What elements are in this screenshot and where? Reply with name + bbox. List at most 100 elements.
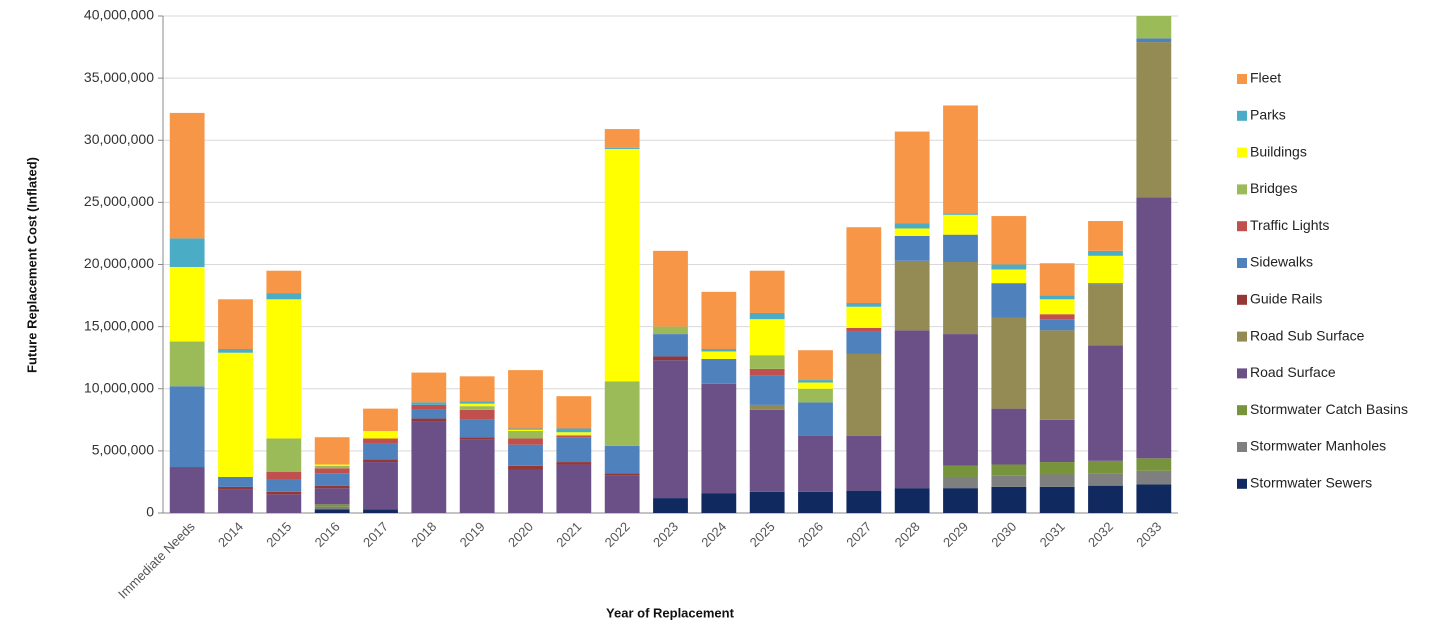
x-tick-label: 2016 bbox=[312, 519, 343, 550]
bar-segment bbox=[411, 404, 447, 410]
bar-segment bbox=[1088, 473, 1123, 486]
bar-segment bbox=[604, 475, 640, 513]
bar-segment bbox=[459, 406, 495, 410]
bar-segment bbox=[991, 269, 1027, 284]
x-tick-label: 2017 bbox=[360, 519, 391, 550]
bar-segment bbox=[894, 260, 930, 331]
x-tick-label: 2022 bbox=[602, 519, 633, 550]
bar-segment bbox=[749, 404, 785, 410]
bar-segment bbox=[314, 468, 350, 474]
bar-segment bbox=[653, 356, 688, 361]
bar-segment bbox=[749, 368, 785, 376]
bar-segment bbox=[604, 129, 640, 148]
bar-segment bbox=[701, 348, 737, 352]
bar-segment bbox=[363, 459, 398, 463]
x-tick-label: 2025 bbox=[747, 519, 778, 550]
bar-segment bbox=[1039, 462, 1075, 475]
bar-segment bbox=[943, 262, 978, 335]
y-tick-label: 0 bbox=[146, 504, 154, 520]
bar-segment bbox=[846, 331, 882, 354]
bar-segment bbox=[508, 370, 543, 429]
bar-segment bbox=[363, 443, 398, 460]
bar-segment bbox=[1088, 284, 1123, 346]
bar-segment bbox=[218, 348, 253, 353]
bar-segment bbox=[701, 351, 737, 359]
x-tick-label: 2018 bbox=[408, 519, 439, 550]
bar-segment bbox=[459, 401, 495, 404]
bar-segment bbox=[508, 469, 543, 513]
x-tick-label: 2027 bbox=[843, 519, 874, 550]
bar-segment bbox=[218, 489, 253, 513]
legend-label: Traffic Lights bbox=[1250, 217, 1329, 233]
bar-segment bbox=[314, 504, 350, 507]
legend-label: Stormwater Sewers bbox=[1250, 475, 1372, 491]
x-tick-label: 2015 bbox=[263, 519, 294, 550]
bar-segment bbox=[1088, 460, 1123, 474]
legend-swatch bbox=[1237, 258, 1247, 268]
bar-segment bbox=[798, 380, 833, 383]
bar-segment bbox=[991, 408, 1027, 465]
bar-segment bbox=[653, 498, 688, 513]
bar-segment bbox=[508, 444, 543, 466]
bar-segment bbox=[556, 432, 592, 435]
bar-segment bbox=[991, 264, 1027, 270]
bar-segment bbox=[943, 465, 978, 477]
legend-swatch bbox=[1237, 184, 1247, 195]
bar-segment bbox=[1088, 221, 1123, 251]
bar-segment bbox=[1039, 299, 1075, 315]
legend-label: Parks bbox=[1250, 107, 1286, 123]
legend-label: Road Sub Surface bbox=[1250, 327, 1365, 343]
legend-swatch bbox=[1237, 405, 1247, 416]
bar-segment bbox=[749, 409, 785, 492]
legend-label: Stormwater Manholes bbox=[1250, 438, 1386, 454]
bar-segment bbox=[218, 352, 253, 477]
bar-segment bbox=[218, 486, 253, 490]
bar-segment bbox=[314, 437, 350, 465]
bar-segment bbox=[604, 445, 640, 474]
bar-segment bbox=[653, 250, 688, 327]
bar-segment bbox=[701, 291, 737, 349]
bar-segment bbox=[508, 428, 543, 430]
bar-segment bbox=[943, 234, 978, 263]
bar-segment bbox=[653, 360, 688, 499]
bar-segment bbox=[363, 430, 398, 439]
bar-segment bbox=[943, 105, 978, 214]
bar-segment bbox=[1039, 419, 1075, 463]
bar-segment bbox=[846, 306, 882, 328]
bar-segment bbox=[266, 491, 302, 495]
y-axis-title: Future Replacement Cost (Inflated) bbox=[24, 157, 39, 373]
y-tick-label: 15,000,000 bbox=[84, 317, 154, 333]
bar-segment bbox=[894, 235, 930, 261]
bar-segment bbox=[556, 435, 592, 438]
bar-segment bbox=[218, 299, 253, 349]
bar-segment bbox=[556, 434, 592, 436]
x-tick-label: 2023 bbox=[650, 519, 681, 550]
bar-segment bbox=[1136, 458, 1172, 471]
bar-segment bbox=[266, 494, 302, 513]
bar-segment bbox=[991, 216, 1027, 265]
bar-segment bbox=[266, 438, 302, 472]
bar-segment bbox=[1136, 16, 1172, 39]
bar-segment bbox=[749, 355, 785, 369]
bar-segment bbox=[894, 223, 930, 229]
bar-segment bbox=[991, 317, 1027, 409]
bar-segment bbox=[314, 485, 350, 489]
bar-segment bbox=[1088, 283, 1123, 285]
bar-segment bbox=[846, 327, 882, 332]
bar-segment bbox=[266, 270, 302, 294]
bar-segment bbox=[846, 303, 882, 307]
bar-segment bbox=[314, 488, 350, 505]
bar-segment bbox=[846, 435, 882, 491]
bar-segment bbox=[459, 409, 495, 420]
legend-label: Road Surface bbox=[1250, 364, 1336, 380]
bar-segment bbox=[1039, 330, 1075, 420]
bar-segment bbox=[798, 350, 833, 381]
bar-segment bbox=[459, 419, 495, 438]
bar-segment bbox=[508, 429, 543, 431]
bar-segment bbox=[363, 408, 398, 431]
bar-segment bbox=[1136, 484, 1172, 513]
bar-segment bbox=[266, 293, 302, 300]
bar-segment bbox=[991, 464, 1027, 476]
bar-segment bbox=[749, 491, 785, 513]
